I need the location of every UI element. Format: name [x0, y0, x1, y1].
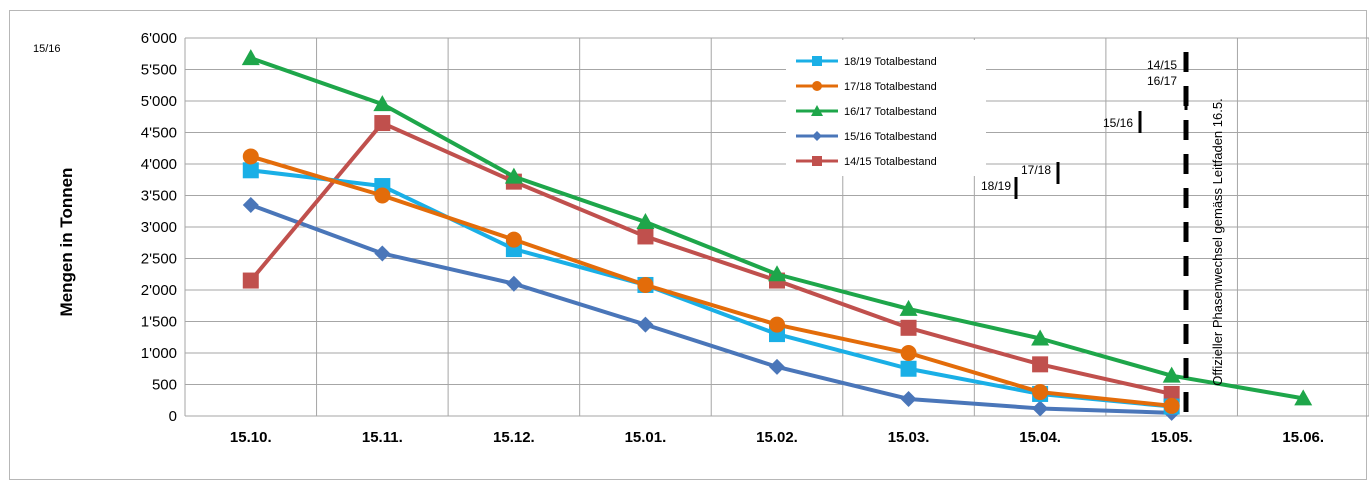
legend-entry: 14/15 Totalbestand [796, 156, 937, 168]
legend-marker [812, 81, 822, 91]
phase-marker-label: 17/18 [1021, 163, 1051, 177]
series-15-16 [242, 196, 1180, 421]
data-point [769, 316, 785, 333]
data-point [505, 275, 522, 292]
data-point [505, 231, 522, 248]
x-tick-label: 15.03. [888, 429, 930, 446]
legend-marker [812, 156, 822, 166]
data-point [374, 187, 391, 204]
series-line [250, 154, 1172, 408]
phase-marker-label: 15/16 [1103, 116, 1133, 130]
y-axis-title: Mengen in Tonnen [57, 168, 76, 317]
data-point [242, 162, 259, 179]
legend-marker [812, 56, 822, 66]
x-tick-label: 15.06. [1282, 429, 1324, 446]
y-tick-label: 3'500 [141, 188, 177, 205]
legend-marker [812, 131, 822, 141]
data-point [1032, 356, 1049, 373]
legend-label: 16/17 Totalbestand [844, 106, 937, 118]
data-point [636, 212, 655, 229]
y-tick-label: 6'000 [141, 30, 177, 47]
axes: 0 500 1'000 1'500 2'000 2'500 3'000 3'500 4'000 4… [141, 30, 1324, 446]
y-tick-label: 2'000 [141, 282, 177, 299]
y-tick-label: 4'500 [141, 125, 177, 142]
x-tick-label: 15.04. [1019, 429, 1061, 446]
y-tick-label: 500 [152, 377, 177, 394]
legend-label: 18/19 Totalbestand [844, 56, 937, 68]
y-tick-label: 1'500 [141, 314, 177, 331]
legend-entry: 17/18 Totalbestand [796, 81, 937, 93]
legend-label: 17/18 Totalbestand [844, 81, 937, 93]
y-tick-label: 2'500 [141, 251, 177, 268]
data-point [374, 115, 391, 132]
data-point [899, 299, 918, 316]
data-point [1163, 385, 1180, 402]
data-point [1162, 366, 1181, 383]
data-point [637, 228, 654, 245]
data-point [373, 95, 392, 112]
x-tick-label: 15.12. [493, 429, 535, 446]
series-layer [241, 49, 1313, 421]
series-line [250, 168, 1172, 409]
legend-label: 14/15 Totalbestand [844, 156, 937, 168]
series-17-18 [242, 148, 1180, 414]
phase-marker-label: 16/17 [1147, 74, 1177, 88]
phase-marker-label: 14/15 [1147, 58, 1177, 72]
data-point [1032, 384, 1049, 401]
data-point [1294, 389, 1313, 406]
data-point [637, 276, 654, 293]
x-tick-label: 15.11. [362, 429, 403, 446]
grid [184, 37, 1369, 417]
data-point [1163, 397, 1180, 414]
data-point [241, 49, 260, 66]
series-line [249, 121, 1173, 396]
data-point [1031, 329, 1050, 346]
legend-entry: 18/19 Totalbestand [796, 56, 937, 68]
data-point [1032, 400, 1049, 417]
data-point [242, 196, 259, 213]
data-point [242, 148, 259, 165]
y-tick-label: 4'000 [141, 156, 177, 173]
legend-entry: 16/17 Totalbestand [796, 105, 937, 118]
y-tick-label: 1'000 [141, 345, 177, 362]
data-point [768, 265, 786, 282]
x-tick-label: 15.10. [230, 429, 272, 446]
x-tick-label: 15.01. [625, 429, 667, 446]
y-tick-label: 5'000 [141, 93, 177, 110]
data-point [242, 272, 259, 289]
y-tick-label: 0 [169, 408, 177, 425]
data-point [900, 345, 917, 361]
legend-marker [811, 105, 823, 116]
phase-marker-label: 18/19 [981, 179, 1011, 193]
legend-entry: 15/16 Totalbestand [796, 131, 937, 143]
data-point [900, 390, 917, 407]
phase-change-label: Offizieller Phasenwechsel gemäss Leitfad… [1210, 98, 1225, 385]
y-tick-label: 3'000 [141, 219, 177, 236]
data-point [637, 316, 654, 333]
chart-frame [9, 10, 1367, 480]
data-point [900, 360, 917, 377]
series-line [250, 203, 1172, 415]
legend-label: 15/16 Totalbestand [844, 131, 937, 143]
series-line [250, 56, 1304, 401]
phase-markers: 18/19 17/18 15/16 14/15 16/17 [981, 52, 1189, 420]
y-tick-label: 5'500 [141, 62, 177, 79]
data-point [374, 245, 391, 262]
legend: 18/19 Totalbestand 17/18 Totalbestand 16/1… [786, 40, 986, 176]
corner-label: 15/16 [33, 43, 61, 55]
x-tick-label: 15.02. [756, 429, 798, 446]
data-point [900, 319, 917, 336]
series-16-17 [241, 49, 1313, 406]
x-tick-label: 15.05. [1151, 429, 1193, 446]
data-point [769, 358, 785, 375]
data-point [504, 167, 523, 184]
